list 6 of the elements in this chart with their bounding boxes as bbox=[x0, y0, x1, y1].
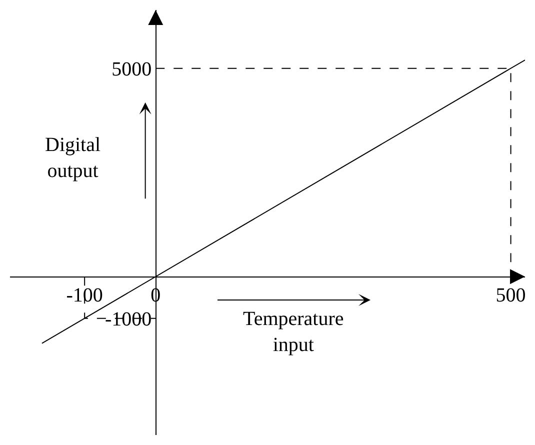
x-tick-label: 500 bbox=[496, 284, 526, 307]
y-tick-label: -1000 bbox=[104, 308, 152, 330]
y-tick-label: 5000 bbox=[112, 58, 152, 80]
x-axis-title: Temperature input bbox=[243, 308, 344, 356]
x-tick-label: -100 bbox=[66, 284, 103, 307]
y-axis-title: Digital output bbox=[45, 134, 101, 182]
